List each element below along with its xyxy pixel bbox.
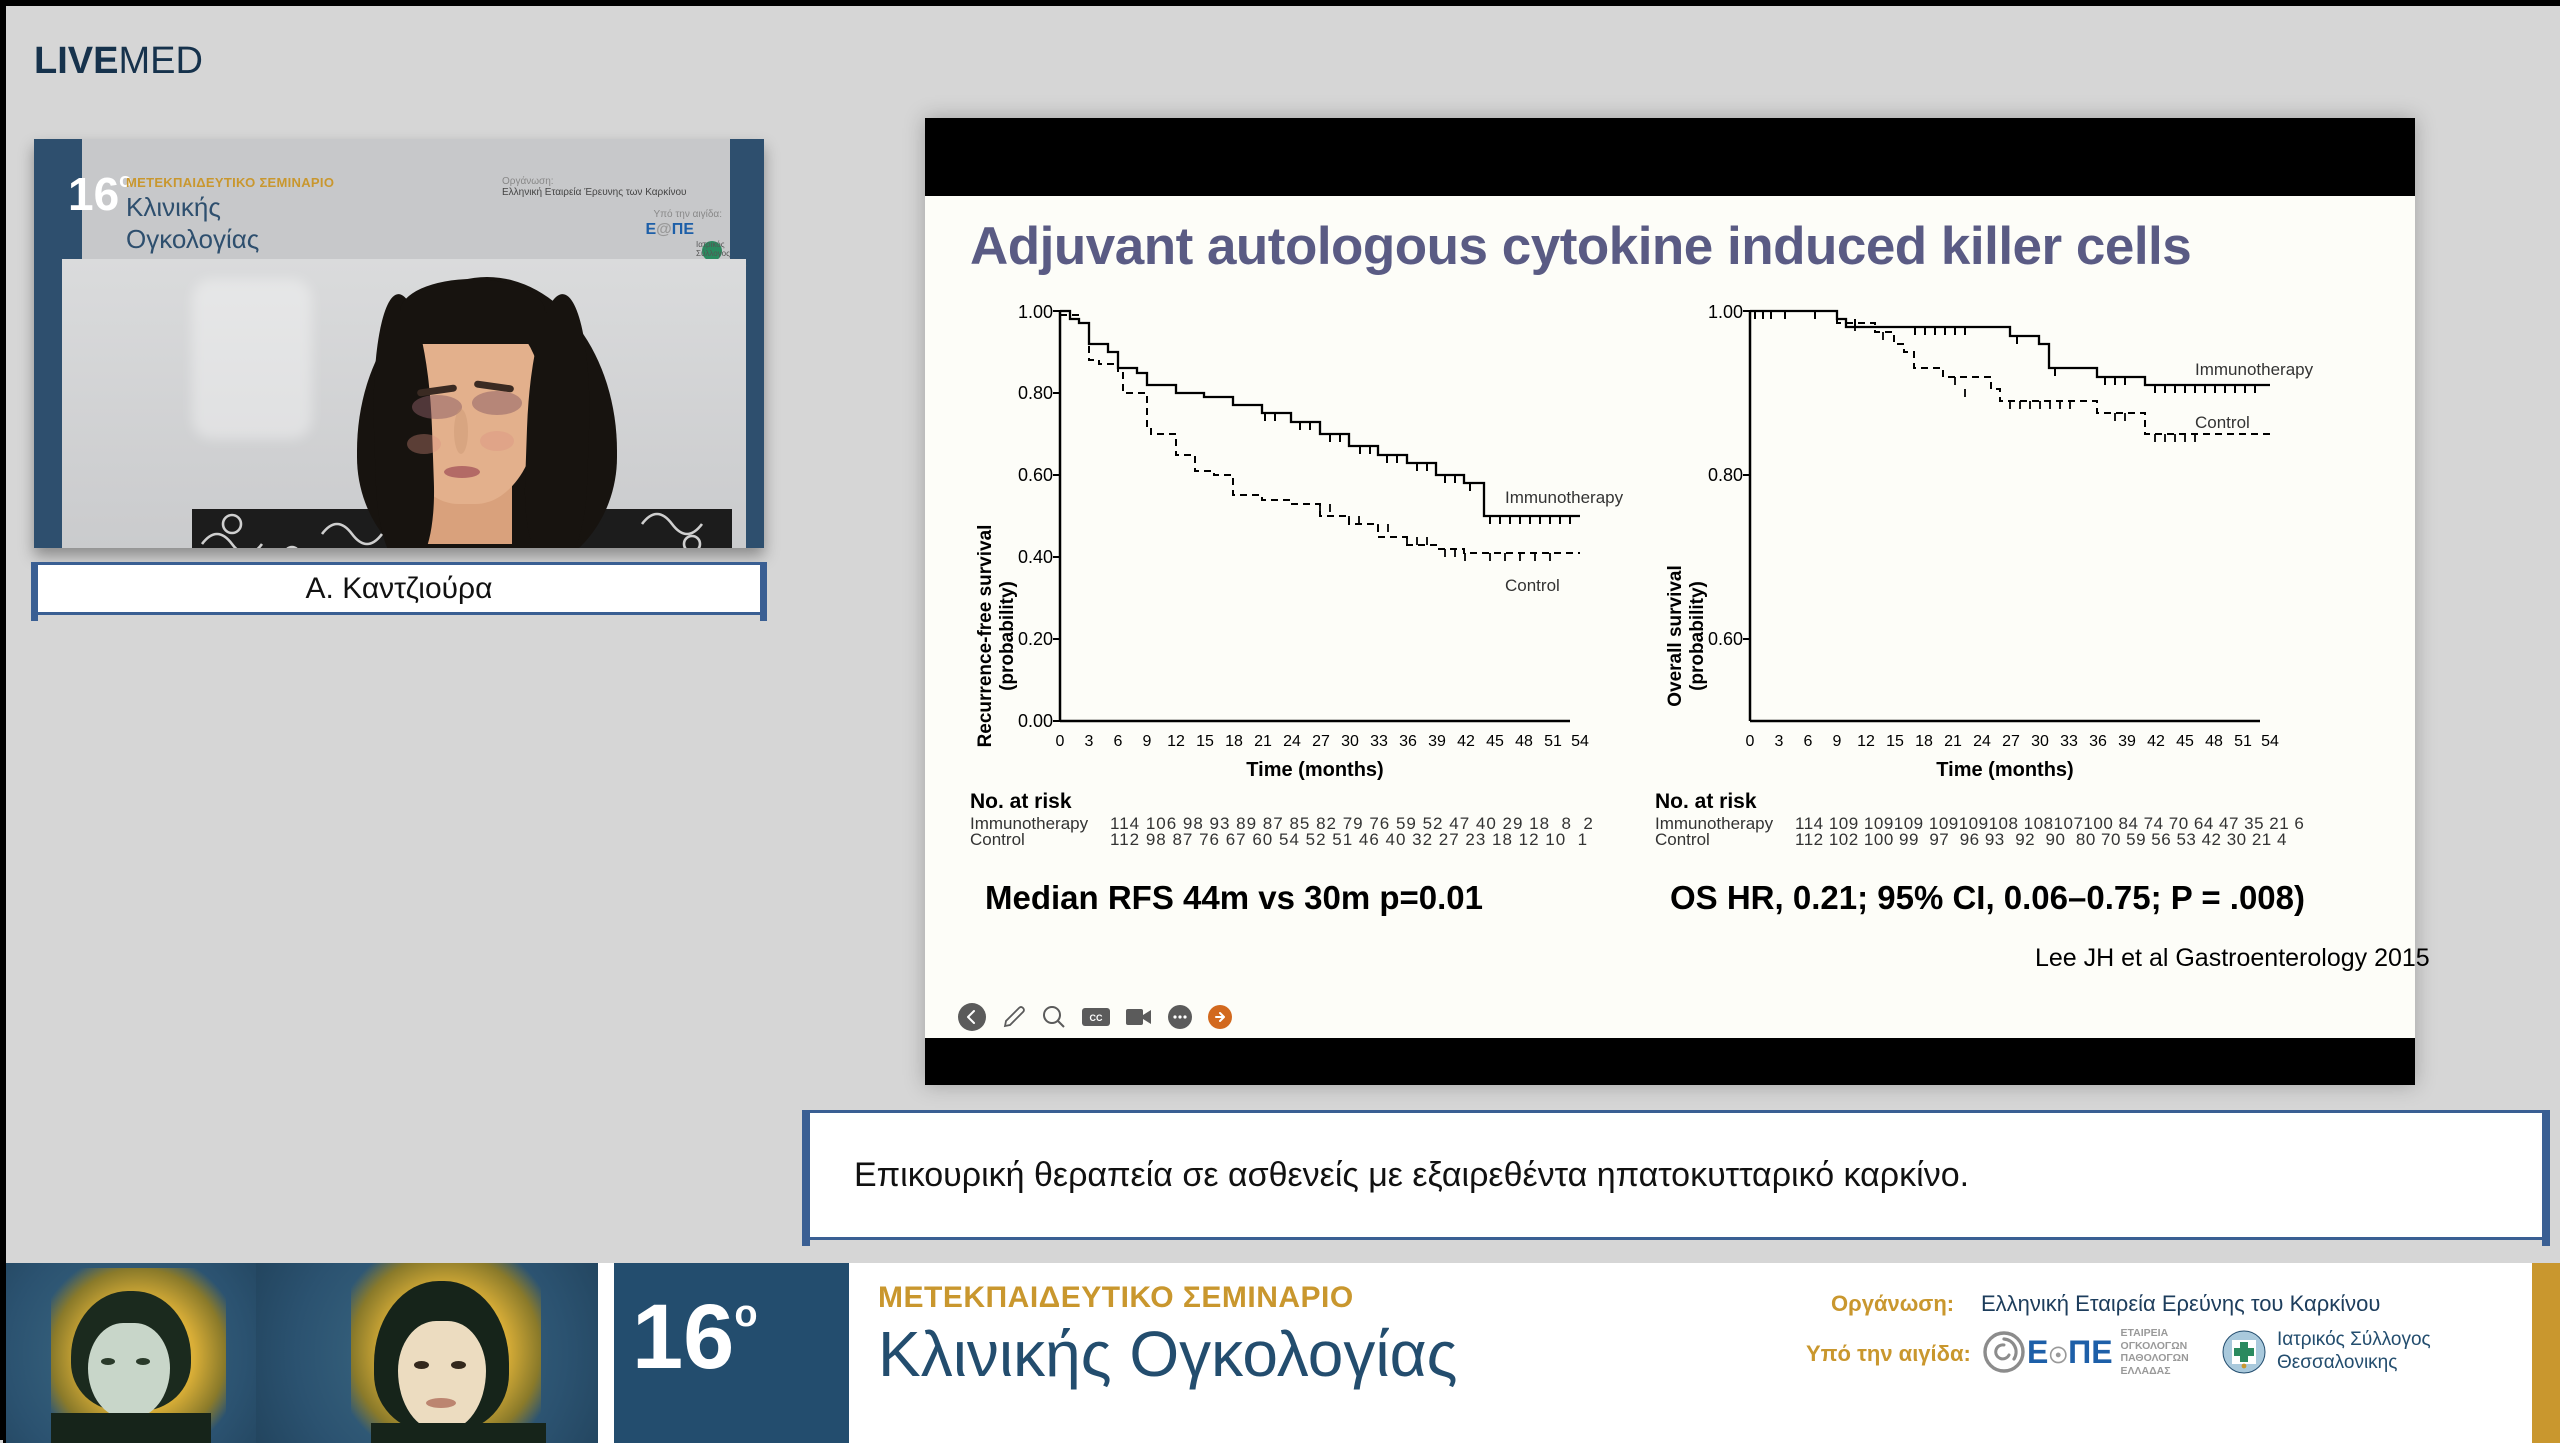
svg-text:21: 21 [1254,733,1272,750]
svg-text:(probability): (probability) [997,581,1018,691]
svg-text:9: 9 [1143,733,1152,750]
svg-text:15: 15 [1196,733,1214,750]
svg-text:Time (months): Time (months) [1246,759,1383,781]
svg-text:3: 3 [1775,733,1784,750]
svg-text:CC: CC [1090,1013,1103,1023]
svg-text:3: 3 [1085,733,1094,750]
svg-text:45: 45 [1486,733,1504,750]
svg-text:0.40: 0.40 [1018,547,1053,567]
svg-text:51: 51 [1544,733,1562,750]
svg-text:6: 6 [1114,733,1123,750]
svg-text:Control: Control [2195,413,2250,432]
svg-text:Recurrence-free survival: Recurrence-free survival [975,525,996,748]
svg-text:33: 33 [1370,733,1388,750]
svg-text:48: 48 [2205,733,2223,750]
svg-text:12: 12 [1167,733,1185,750]
svg-text:30: 30 [1341,733,1359,750]
svg-text:18: 18 [1915,733,1933,750]
svg-text:54: 54 [2261,733,2279,750]
svg-text:0.20: 0.20 [1018,629,1053,649]
svg-text:30: 30 [2031,733,2049,750]
svg-text:27: 27 [2002,733,2020,750]
svg-text:18: 18 [1225,733,1243,750]
svg-text:Overall survival: Overall survival [1665,565,1686,707]
svg-text:0: 0 [1056,733,1065,750]
svg-text:54: 54 [1571,733,1589,750]
svg-text:1.00: 1.00 [1708,302,1743,322]
svg-text:0: 0 [1746,733,1755,750]
svg-text:48: 48 [1515,733,1533,750]
svg-text:0.60: 0.60 [1708,629,1743,649]
svg-text:36: 36 [1399,733,1417,750]
svg-text:0.80: 0.80 [1708,465,1743,485]
svg-text:15: 15 [1886,733,1904,750]
svg-text:33: 33 [2060,733,2078,750]
svg-text:(probability): (probability) [1687,581,1708,691]
svg-text:1.00: 1.00 [1018,302,1053,322]
svg-text:51: 51 [2234,733,2252,750]
svg-text:Control: Control [1505,576,1560,595]
svg-text:45: 45 [2176,733,2194,750]
svg-text:21: 21 [1944,733,1962,750]
svg-text:6: 6 [1804,733,1813,750]
svg-text:0.00: 0.00 [1018,711,1053,731]
svg-text:24: 24 [1283,733,1301,750]
svg-text:36: 36 [2089,733,2107,750]
svg-text:42: 42 [2147,733,2165,750]
svg-text:39: 39 [1428,733,1446,750]
svg-text:39: 39 [2118,733,2136,750]
svg-text:42: 42 [1457,733,1475,750]
svg-text:0.80: 0.80 [1018,383,1053,403]
svg-text:Immunotherapy: Immunotherapy [2195,360,2314,379]
svg-text:Immunotherapy: Immunotherapy [1505,488,1624,507]
svg-text:9: 9 [1833,733,1842,750]
svg-text:0.60: 0.60 [1018,465,1053,485]
svg-text:24: 24 [1973,733,1991,750]
svg-text:12: 12 [1857,733,1875,750]
svg-text:Time (months): Time (months) [1936,759,2073,781]
svg-text:27: 27 [1312,733,1330,750]
